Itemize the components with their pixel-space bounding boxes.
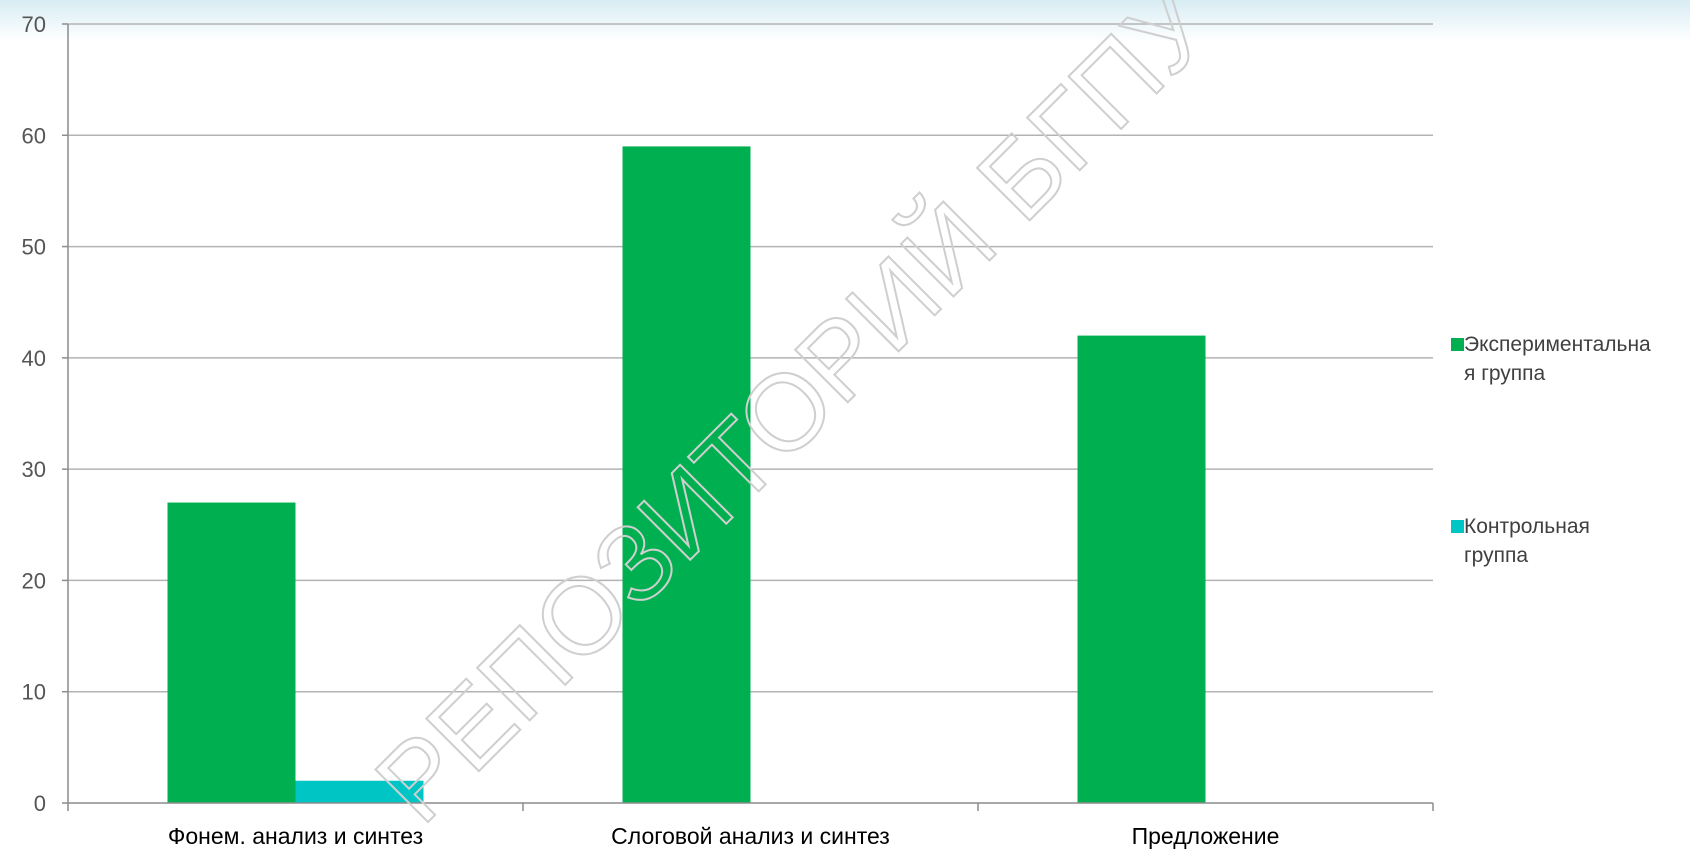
legend-label: Контрольная [1464, 515, 1590, 538]
bar-experimental [622, 146, 751, 803]
legend-label: группа [1464, 544, 1528, 567]
bar-control [295, 780, 424, 803]
x-axis: Фонем. анализ и синтез Слоговой анализ и … [67, 24, 1434, 849]
y-tick-label: 0 [34, 791, 46, 816]
bar-experimental [167, 502, 296, 803]
y-tick-label: 10 [22, 680, 46, 705]
bars [167, 146, 1206, 803]
y-axis-ticks: 0 10 20 30 40 50 60 70 [22, 12, 68, 816]
x-category-label: Слоговой анализ и синтез [611, 823, 890, 849]
x-category-label: Фонем. анализ и синтез [168, 823, 423, 849]
legend: Экспериментальна я группа Контрольная групп… [1451, 333, 1651, 567]
legend-item: Контрольная группа [1451, 515, 1590, 567]
legend-swatch [1451, 520, 1464, 533]
y-tick-label: 20 [22, 568, 46, 593]
y-tick-label: 70 [22, 12, 46, 37]
bar-experimental [1077, 335, 1206, 803]
x-category-label: Предложение [1132, 823, 1280, 849]
y-tick-label: 50 [22, 235, 46, 260]
y-tick-label: 30 [22, 457, 46, 482]
legend-label: Экспериментальна [1464, 333, 1651, 356]
legend-swatch [1451, 338, 1464, 351]
legend-label: я группа [1464, 362, 1546, 385]
header-band [0, 0, 1690, 42]
legend-item: Экспериментальна я группа [1451, 333, 1651, 385]
y-tick-label: 60 [22, 123, 46, 148]
y-tick-label: 40 [22, 346, 46, 371]
